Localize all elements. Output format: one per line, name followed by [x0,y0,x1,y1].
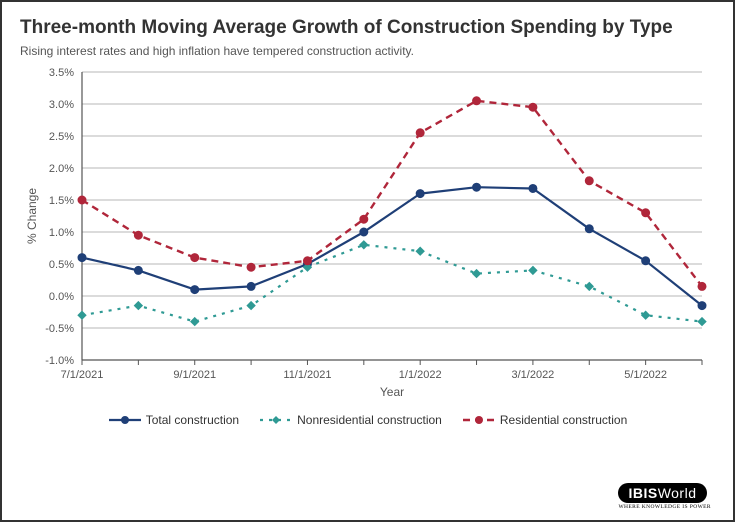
x-axis-label: Year [380,385,404,399]
series-marker-total [473,183,481,191]
y-tick-label: 1.0% [49,227,74,239]
series-marker-total [134,266,142,274]
series-marker-residential [416,129,424,137]
chart-legend: Total construction Nonresidential constru… [20,413,715,430]
series-marker-total [698,301,706,309]
series-marker-residential [585,177,593,185]
page-subtitle: Rising interest rates and high inflation… [20,44,715,58]
y-tick-label: -0.5% [45,323,74,335]
series-marker-total [360,228,368,236]
x-tick-label: 1/1/2022 [399,369,442,381]
x-tick-label: 11/1/2021 [283,369,331,381]
logo-thin: World [658,485,697,501]
series-marker-residential [191,253,199,261]
series-marker-residential [360,215,368,223]
y-tick-label: 3.5% [49,67,74,79]
logo-tagline: WHERE KNOWLEDGE IS POWER [618,504,711,510]
legend-swatch-nonresidential [259,413,293,427]
y-tick-label: 2.5% [49,131,74,143]
page-frame: Three-month Moving Average Growth of Con… [0,0,735,522]
y-tick-label: -1.0% [45,355,74,367]
line-chart: -1.0% -0.5% 0.0% 0.5% 1.0% 1.5% 2.0% 2.5% 3.0% 3.… [20,64,714,404]
series-marker-residential [134,231,142,239]
series-marker-total [247,282,255,290]
x-tick-label: 9/1/2021 [173,369,216,381]
series-marker-total [416,189,424,197]
y-tick-label: 1.5% [49,195,74,207]
legend-label-residential: Residential construction [500,413,627,427]
series-marker-total [529,184,537,192]
series-marker-residential [698,282,706,290]
y-axis-label: % Change [25,187,39,243]
legend-swatch-residential [462,413,496,427]
source-logo: IBISWorld WHERE KNOWLEDGE IS POWER [618,483,711,510]
legend-item-total: Total construction [108,413,239,427]
y-tick-label: 0.5% [49,259,74,271]
series-marker-residential [529,103,537,111]
legend-swatch-total [108,413,142,427]
y-tick-label: 3.0% [49,99,74,111]
legend-item-nonresidential: Nonresidential construction [259,413,442,427]
series-marker-residential [473,97,481,105]
y-tick-label: 0.0% [49,291,74,303]
series-marker-total [642,257,650,265]
series-marker-residential [78,196,86,204]
legend-label-total: Total construction [146,413,239,427]
legend-item-residential: Residential construction [462,413,627,427]
legend-label-nonresidential: Nonresidential construction [297,413,442,427]
page-title: Three-month Moving Average Growth of Con… [20,16,715,40]
logo-pill: IBISWorld [618,483,706,503]
x-tick-label: 3/1/2022 [511,369,554,381]
y-tick-label: 2.0% [49,163,74,175]
series-marker-residential [247,263,255,271]
series-marker-total [585,225,593,233]
series-marker-total [191,285,199,293]
logo-bold: IBIS [628,485,657,501]
x-tick-label: 7/1/2021 [61,369,104,381]
x-tick-label: 5/1/2022 [624,369,667,381]
series-marker-residential [303,257,311,265]
series-marker-residential [642,209,650,217]
chart-container: -1.0% -0.5% 0.0% 0.5% 1.0% 1.5% 2.0% 2.5% 3.0% 3.… [20,64,715,409]
series-marker-total [78,253,86,261]
